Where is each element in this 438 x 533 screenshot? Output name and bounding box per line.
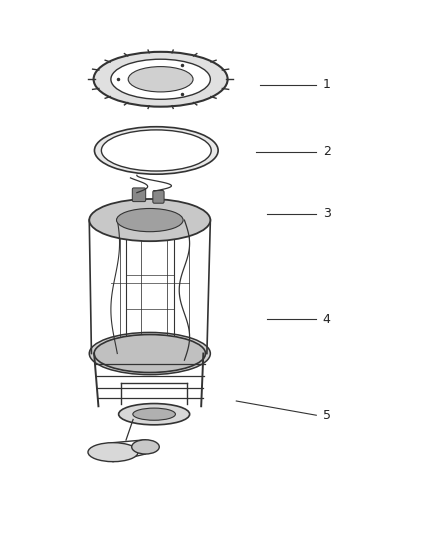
Text: 3: 3: [323, 207, 331, 220]
Ellipse shape: [94, 52, 228, 107]
Ellipse shape: [111, 59, 210, 99]
Ellipse shape: [89, 199, 210, 241]
FancyBboxPatch shape: [132, 188, 146, 201]
Ellipse shape: [94, 335, 205, 373]
Text: 2: 2: [323, 145, 331, 158]
FancyBboxPatch shape: [153, 191, 164, 203]
Ellipse shape: [128, 67, 193, 92]
Ellipse shape: [95, 127, 218, 174]
Text: 5: 5: [323, 409, 331, 422]
Ellipse shape: [119, 403, 190, 425]
Ellipse shape: [88, 443, 138, 462]
Ellipse shape: [117, 208, 183, 232]
Ellipse shape: [132, 440, 159, 454]
Ellipse shape: [89, 333, 210, 375]
Ellipse shape: [101, 130, 211, 171]
Text: 4: 4: [323, 313, 331, 326]
Text: 1: 1: [323, 78, 331, 91]
Ellipse shape: [133, 408, 176, 420]
